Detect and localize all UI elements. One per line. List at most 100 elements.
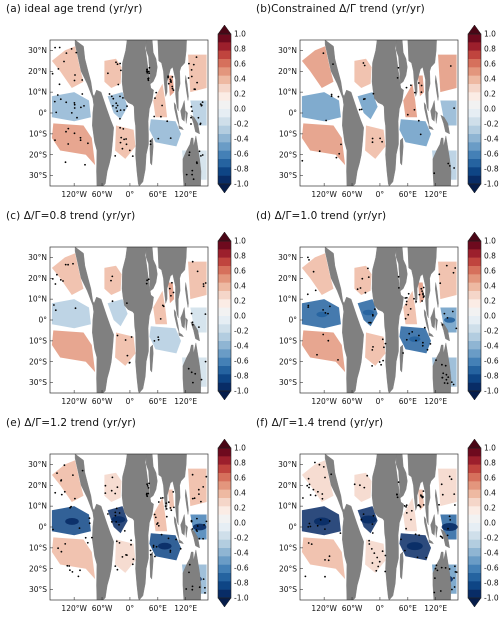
stipple-dot: [377, 565, 380, 568]
stipple-dot: [440, 566, 443, 569]
lon-tick-label: 120°E: [174, 190, 197, 199]
stipple-dot: [448, 515, 451, 518]
lat-tick-label: 10°S: [279, 129, 297, 138]
stipple-dot: [70, 48, 73, 50]
colorbar-bin: [468, 84, 481, 93]
stipple-dot: [318, 463, 321, 466]
stipple-dot: [160, 115, 162, 118]
stipple-dot: [371, 141, 374, 144]
stipple-dot: [52, 528, 54, 531]
colorbar-bin: [218, 473, 231, 482]
colorbar-label: -0.4: [234, 549, 249, 558]
trend-region-np: [301, 253, 334, 295]
stipple-dot: [153, 513, 156, 516]
map-canvas: 30°N 20°N 10°N 0° 10°S 20°S 30°S 120°W 60°W 0° 60°…: [28, 438, 249, 613]
stipple-dot: [67, 263, 69, 266]
stipple-dot: [107, 513, 109, 515]
map-panel: (b)Constrained Δ/Γ trend (yr/yr) 30°N 20°N…: [250, 0, 500, 207]
stipple-dot: [130, 543, 132, 546]
stipple-dot: [314, 494, 317, 497]
colorbar-min-arrow: [217, 597, 232, 608]
lon-tick-label: 120°W: [61, 190, 87, 199]
land-india: [157, 40, 187, 111]
colorbar-label: -0.4: [234, 342, 249, 351]
trend-region-na: [104, 265, 122, 295]
stipple-dot: [190, 520, 193, 523]
colorbar-label: 0.6: [234, 267, 246, 276]
stipple-dot: [59, 98, 62, 101]
colorbar-bin: [218, 531, 231, 540]
stipple-dot: [107, 72, 109, 75]
lat-tick-label: 10°S: [29, 543, 47, 552]
stipple-dot: [203, 524, 206, 526]
stipple-dot: [118, 542, 121, 544]
colorbar-bin: [218, 175, 231, 185]
land-newguinea: [190, 528, 200, 549]
land-sulawesi: [185, 317, 188, 331]
stipple-dot: [145, 282, 148, 285]
stipple-dot: [404, 297, 407, 299]
stipple-dot: [114, 492, 117, 495]
stipple-dot: [57, 547, 59, 550]
stipple-dot: [359, 287, 362, 289]
stipple-dot: [371, 137, 374, 140]
stipple-dot: [419, 133, 422, 136]
stipple-dot: [73, 103, 76, 106]
stipple-dot: [188, 563, 191, 566]
lon-tick-label: 0°: [376, 604, 385, 613]
stipple-dot: [170, 294, 172, 297]
lat-tick-label: 20°N: [28, 67, 47, 76]
stipple-dot: [438, 273, 441, 276]
stipple-dot: [190, 123, 192, 125]
colorbar-bin: [218, 589, 231, 599]
stipple-dot: [337, 95, 340, 98]
stipple-dot: [454, 571, 457, 573]
colorbar-bin: [218, 125, 231, 135]
stipple-dot: [425, 556, 428, 559]
stipple-dot: [362, 513, 365, 515]
colorbar-label: -0.8: [234, 579, 249, 588]
stipple-dot: [192, 63, 195, 66]
map-panel: (e) Δ/Γ=1.2 trend (yr/yr) 30°N 20°N 10°N 0° 1…: [0, 414, 250, 621]
stipple-dot: [87, 142, 89, 145]
stipple-dot: [446, 534, 449, 537]
stipple-dot: [77, 575, 80, 578]
stipple-dot: [111, 275, 114, 278]
stipple-dot: [147, 278, 150, 281]
stipple-dot: [196, 81, 199, 84]
stipple-dot: [205, 520, 208, 523]
stipple-dot: [171, 85, 174, 88]
stipple-dot: [154, 97, 156, 99]
stipple-dot: [126, 302, 128, 304]
lon-tick-label: 60°W: [92, 397, 113, 406]
stipple-dot: [119, 117, 121, 120]
stipple-dot: [407, 292, 410, 295]
stipple-dot: [152, 544, 155, 547]
colorbar-bin: [218, 573, 231, 582]
lat-tick-label: 10°N: [278, 502, 297, 511]
colorbar-bin: [468, 349, 481, 358]
land-australia: [182, 342, 202, 393]
stipple-dot: [405, 512, 408, 514]
stipple-dot: [422, 292, 424, 295]
stipple-dot: [179, 547, 182, 550]
stipple-dot: [384, 554, 387, 557]
stipple-dot: [172, 491, 175, 493]
stipple-dot: [415, 300, 417, 303]
trend-region-eqa: [357, 92, 378, 120]
map-panel: (f) Δ/Γ=1.4 trend (yr/yr) 30°N 20°N 10°N 0° 1…: [250, 414, 500, 621]
lon-tick-label: 120°E: [424, 190, 447, 199]
stipple-dot: [196, 517, 198, 520]
stipple-dot: [378, 560, 381, 563]
stipple-dot: [414, 533, 417, 536]
lon-tick-label: 120°W: [311, 604, 337, 613]
land-newguinea: [440, 114, 450, 135]
colorbar-bin: [218, 34, 231, 43]
lat-tick-label: 30°N: [278, 460, 297, 469]
colorbar-max-arrow: [467, 24, 482, 35]
stipple-dot: [54, 46, 56, 49]
stipple-dot: [64, 263, 67, 266]
stipple-dot: [167, 75, 170, 78]
stipple-dot: [165, 508, 168, 510]
stipple-dot: [198, 150, 201, 153]
